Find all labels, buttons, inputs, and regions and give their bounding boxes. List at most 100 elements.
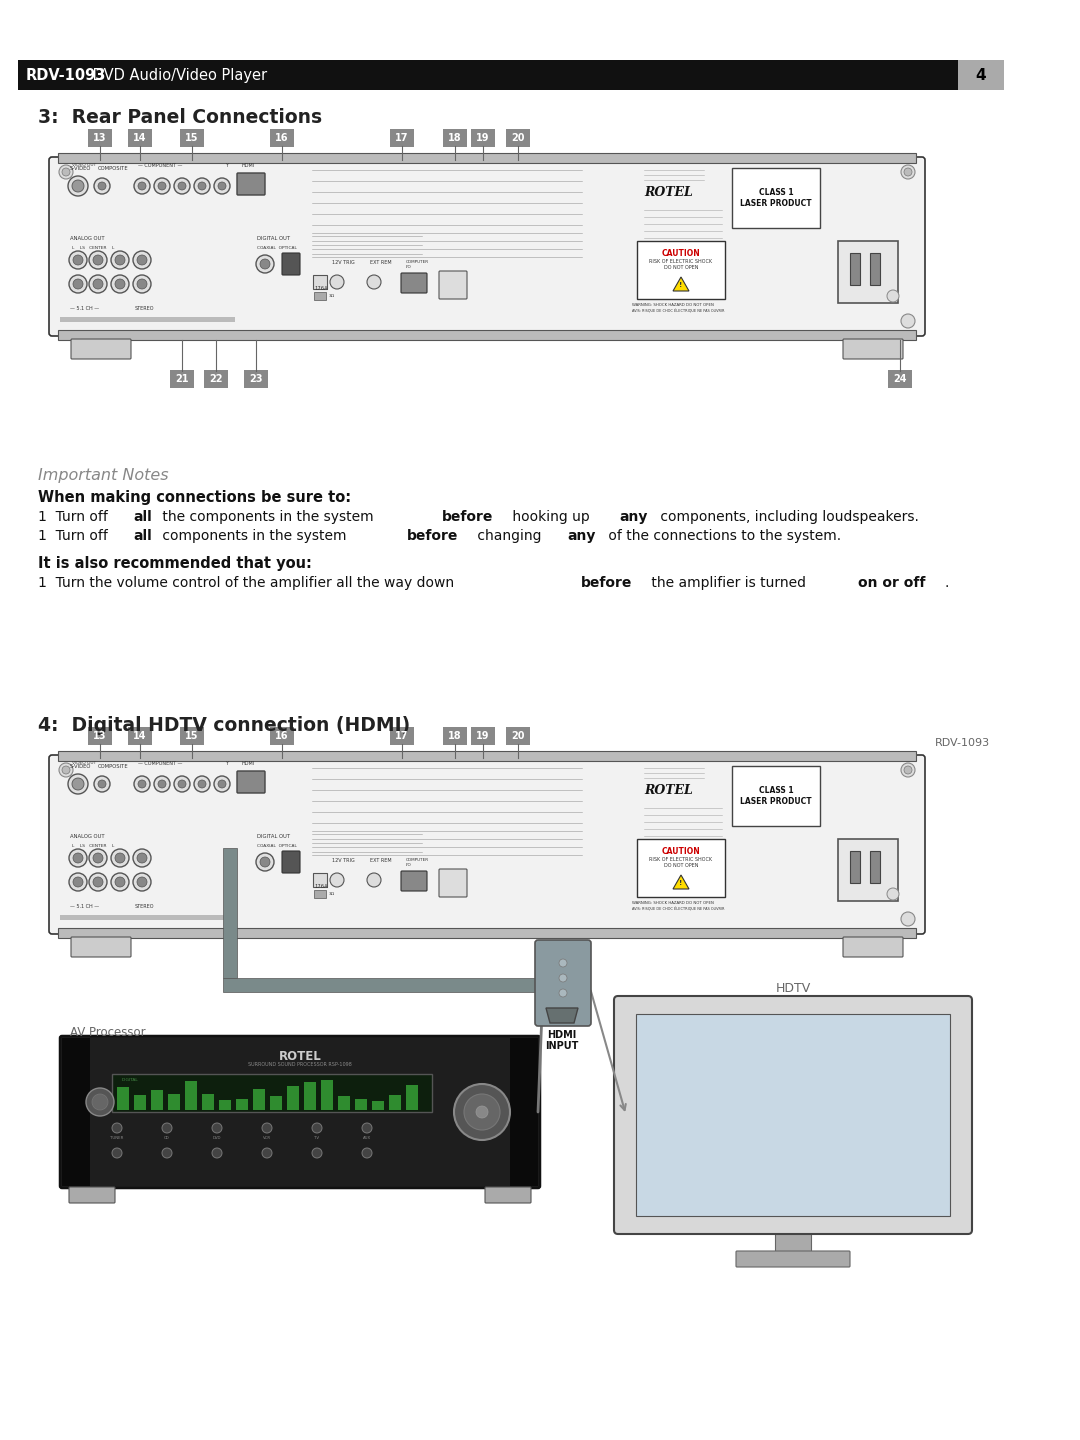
- FancyBboxPatch shape: [282, 851, 300, 873]
- Text: of the connections to the system.: of the connections to the system.: [604, 528, 841, 543]
- Text: changing: changing: [473, 528, 546, 543]
- Bar: [314, 890, 326, 899]
- Circle shape: [69, 275, 87, 292]
- Bar: [60, 914, 235, 920]
- FancyBboxPatch shape: [49, 157, 924, 336]
- FancyBboxPatch shape: [180, 727, 204, 744]
- FancyBboxPatch shape: [401, 871, 427, 891]
- Circle shape: [68, 775, 87, 793]
- Text: before: before: [442, 510, 494, 524]
- Text: 20: 20: [511, 732, 525, 742]
- Text: RISK OF ELECTRIC SHOCK
DO NOT OPEN: RISK OF ELECTRIC SHOCK DO NOT OPEN: [649, 259, 713, 271]
- Circle shape: [454, 1084, 510, 1140]
- Bar: [321, 1092, 333, 1110]
- Text: COMPOSITE: COMPOSITE: [98, 166, 129, 171]
- Text: — COMPONENT —: — COMPONENT —: [138, 163, 183, 168]
- Polygon shape: [546, 1008, 578, 1022]
- Text: DVD Audio/Video Player: DVD Audio/Video Player: [87, 68, 267, 82]
- Text: DIGITAL OUT: DIGITAL OUT: [257, 236, 291, 240]
- Bar: [134, 1099, 146, 1110]
- Text: ROTEL: ROTEL: [644, 783, 692, 796]
- FancyBboxPatch shape: [888, 370, 912, 387]
- FancyBboxPatch shape: [204, 370, 228, 387]
- Text: Y: Y: [225, 760, 228, 766]
- Circle shape: [93, 852, 103, 863]
- Circle shape: [214, 179, 230, 194]
- Text: VCR: VCR: [264, 1136, 271, 1140]
- Circle shape: [86, 1089, 114, 1116]
- Circle shape: [904, 766, 912, 775]
- Circle shape: [94, 776, 110, 792]
- Text: TV: TV: [314, 1136, 320, 1140]
- Circle shape: [260, 857, 270, 867]
- Bar: [636, 1014, 950, 1215]
- Text: 1  Turn off: 1 Turn off: [38, 528, 112, 543]
- Circle shape: [137, 852, 147, 863]
- Circle shape: [256, 255, 274, 274]
- Circle shape: [98, 181, 106, 190]
- Circle shape: [133, 850, 151, 867]
- Text: ANALOG OUT: ANALOG OUT: [70, 236, 105, 240]
- Circle shape: [69, 873, 87, 891]
- Text: 12V TRIG: 12V TRIG: [332, 261, 354, 265]
- Circle shape: [312, 1148, 322, 1158]
- Circle shape: [198, 181, 206, 190]
- Bar: [18, 60, 958, 91]
- Text: 20: 20: [511, 132, 525, 143]
- Circle shape: [137, 877, 147, 887]
- FancyBboxPatch shape: [615, 996, 972, 1234]
- Circle shape: [362, 1148, 372, 1158]
- Text: on or off: on or off: [858, 576, 926, 590]
- Text: 18: 18: [448, 132, 462, 143]
- Text: 14: 14: [133, 732, 147, 742]
- Text: 3:  Rear Panel Connections: 3: Rear Panel Connections: [38, 108, 322, 127]
- Circle shape: [330, 873, 345, 887]
- Text: HDTV: HDTV: [775, 982, 811, 995]
- Circle shape: [262, 1148, 272, 1158]
- Bar: [355, 1102, 367, 1110]
- Circle shape: [112, 1148, 122, 1158]
- Text: 12V TRIG: 12V TRIG: [332, 858, 354, 863]
- Text: !: !: [679, 282, 683, 288]
- Circle shape: [138, 181, 146, 190]
- Text: AVIS: RISQUE DE CHOC ÉLECTRIQUE NE PAS OUVRIR: AVIS: RISQUE DE CHOC ÉLECTRIQUE NE PAS O…: [632, 310, 725, 314]
- Circle shape: [901, 314, 915, 328]
- Text: 19: 19: [476, 132, 489, 143]
- Text: 3Ω: 3Ω: [329, 294, 335, 298]
- Text: 14: 14: [133, 132, 147, 143]
- FancyBboxPatch shape: [471, 727, 495, 744]
- Text: RDV-1093: RDV-1093: [935, 739, 990, 747]
- Text: 21: 21: [175, 374, 189, 384]
- Text: 4: 4: [975, 68, 986, 82]
- Circle shape: [94, 179, 110, 194]
- Text: components in the system: components in the system: [158, 528, 351, 543]
- Circle shape: [559, 989, 567, 996]
- Circle shape: [89, 275, 107, 292]
- Text: 15: 15: [186, 732, 199, 742]
- Text: ROTEL: ROTEL: [644, 186, 692, 199]
- Text: STEREO: STEREO: [135, 904, 154, 909]
- Text: 4:  Digital HDTV connection (HDMI): 4: Digital HDTV connection (HDMI): [38, 716, 410, 734]
- FancyBboxPatch shape: [535, 940, 591, 1025]
- Circle shape: [154, 776, 170, 792]
- Circle shape: [89, 873, 107, 891]
- Circle shape: [59, 763, 73, 778]
- Circle shape: [62, 766, 70, 775]
- Circle shape: [137, 255, 147, 265]
- Text: When making connections be sure to:: When making connections be sure to:: [38, 490, 351, 505]
- Text: SURROUND SOUND PROCESSOR RSP-1098: SURROUND SOUND PROCESSOR RSP-1098: [248, 1063, 352, 1067]
- Text: INPUT: INPUT: [545, 1041, 579, 1051]
- Circle shape: [138, 780, 146, 788]
- Circle shape: [137, 279, 147, 289]
- FancyBboxPatch shape: [735, 1251, 850, 1267]
- Circle shape: [133, 873, 151, 891]
- FancyBboxPatch shape: [313, 873, 327, 887]
- FancyBboxPatch shape: [282, 253, 300, 275]
- Text: CAUTION: CAUTION: [662, 847, 700, 855]
- Text: 1  Turn off: 1 Turn off: [38, 510, 112, 524]
- Circle shape: [73, 255, 83, 265]
- Bar: [62, 1038, 90, 1187]
- Text: any: any: [619, 510, 648, 524]
- Circle shape: [218, 181, 226, 190]
- Circle shape: [114, 877, 125, 887]
